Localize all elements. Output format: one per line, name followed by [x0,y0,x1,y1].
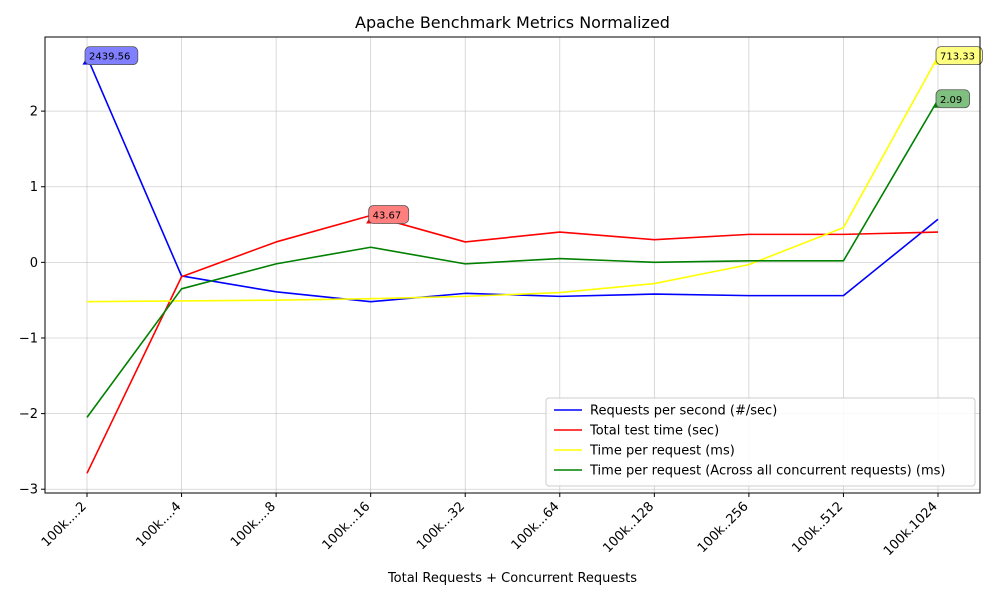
y-tick-label: −3 [19,483,38,498]
annotation-0: 2439.56 [82,46,139,66]
x-tick-label: 100k..256 [695,499,752,556]
annotation-label: 43.67 [373,210,402,221]
legend-entry: Time per request (ms) [589,444,735,459]
chart-title: Apache Benchmark Metrics Normalized [355,13,670,32]
y-tick-label: −2 [19,407,38,422]
legend-entry: Requests per second (#/sec) [590,404,777,419]
annotation-1: 43.67 [366,205,410,224]
grid [45,37,980,493]
annotation-label: 713.33 [940,52,975,63]
legend-entry: Time per request (Across all concurrent … [589,464,945,479]
ticks: 100k....2 100k....4 100k....8 100k...16 100k… [19,105,941,559]
legend-box [545,397,976,487]
series-line-3 [86,99,939,418]
y-tick-label: 1 [30,180,38,195]
y-tick-label: 0 [30,256,38,271]
x-tick-label: 100k....8 [228,499,279,550]
x-tick-label: 100k....2 [39,499,90,550]
annotation-label: 2.09 [940,95,962,106]
annotation-box [935,89,970,109]
annotations: 2439.56 43.67 713.33 2.09 [82,46,983,224]
x-tick-label: 100k...32 [414,499,468,553]
series-layer [86,56,939,474]
x-tick-label: 100k....4 [133,499,184,550]
plot-frame [44,36,981,494]
annotation-box [84,46,139,66]
y-tick-label: −1 [19,331,38,346]
x-tick-label: 100k...64 [509,499,563,553]
legend: Requests per second (#/sec) Total test ti… [545,397,976,487]
annotation-2: 713.33 [933,46,983,66]
y-tick-label: 2 [30,105,38,120]
series-line-2 [86,56,939,303]
x-tick-label: 100k.1024 [881,499,941,559]
annotation-box [935,46,983,66]
x-tick-label: 100k..512 [789,499,846,556]
x-tick-label: 100k...16 [320,499,374,553]
x-axis-label: Total Requests + Concurrent Requests [387,571,637,586]
legend-entry: Total test time (sec) [589,424,719,439]
series-line-1 [86,214,939,474]
annotation-label: 2439.56 [89,52,130,63]
annotation-box [368,205,410,224]
annotation-3: 2.09 [933,89,970,109]
x-tick-label: 100k..128 [600,499,657,556]
